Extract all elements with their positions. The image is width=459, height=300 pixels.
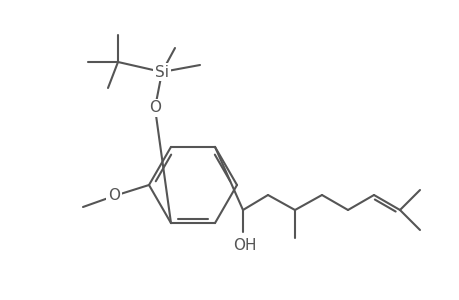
Text: Si: Si [155,64,168,80]
Text: OH: OH [233,238,256,253]
Text: O: O [149,100,161,116]
Text: O: O [108,188,120,203]
